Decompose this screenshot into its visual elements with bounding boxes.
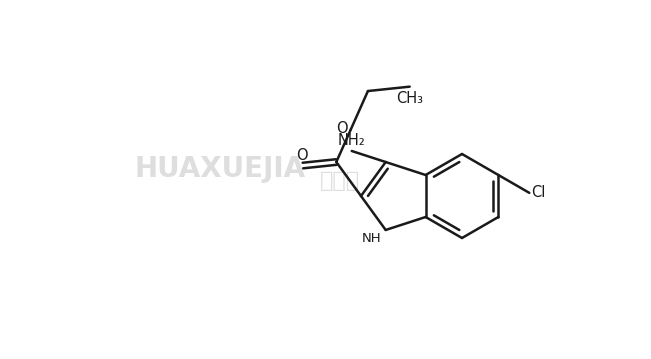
Text: NH: NH xyxy=(362,232,381,245)
Text: O: O xyxy=(336,121,348,136)
Text: 化学加: 化学加 xyxy=(320,171,360,191)
Text: HUAXUEJIA: HUAXUEJIA xyxy=(135,155,305,183)
Text: CH₃: CH₃ xyxy=(396,91,423,106)
Text: O: O xyxy=(296,148,308,163)
Text: NH₂: NH₂ xyxy=(338,133,366,148)
Text: Cl: Cl xyxy=(531,185,546,200)
